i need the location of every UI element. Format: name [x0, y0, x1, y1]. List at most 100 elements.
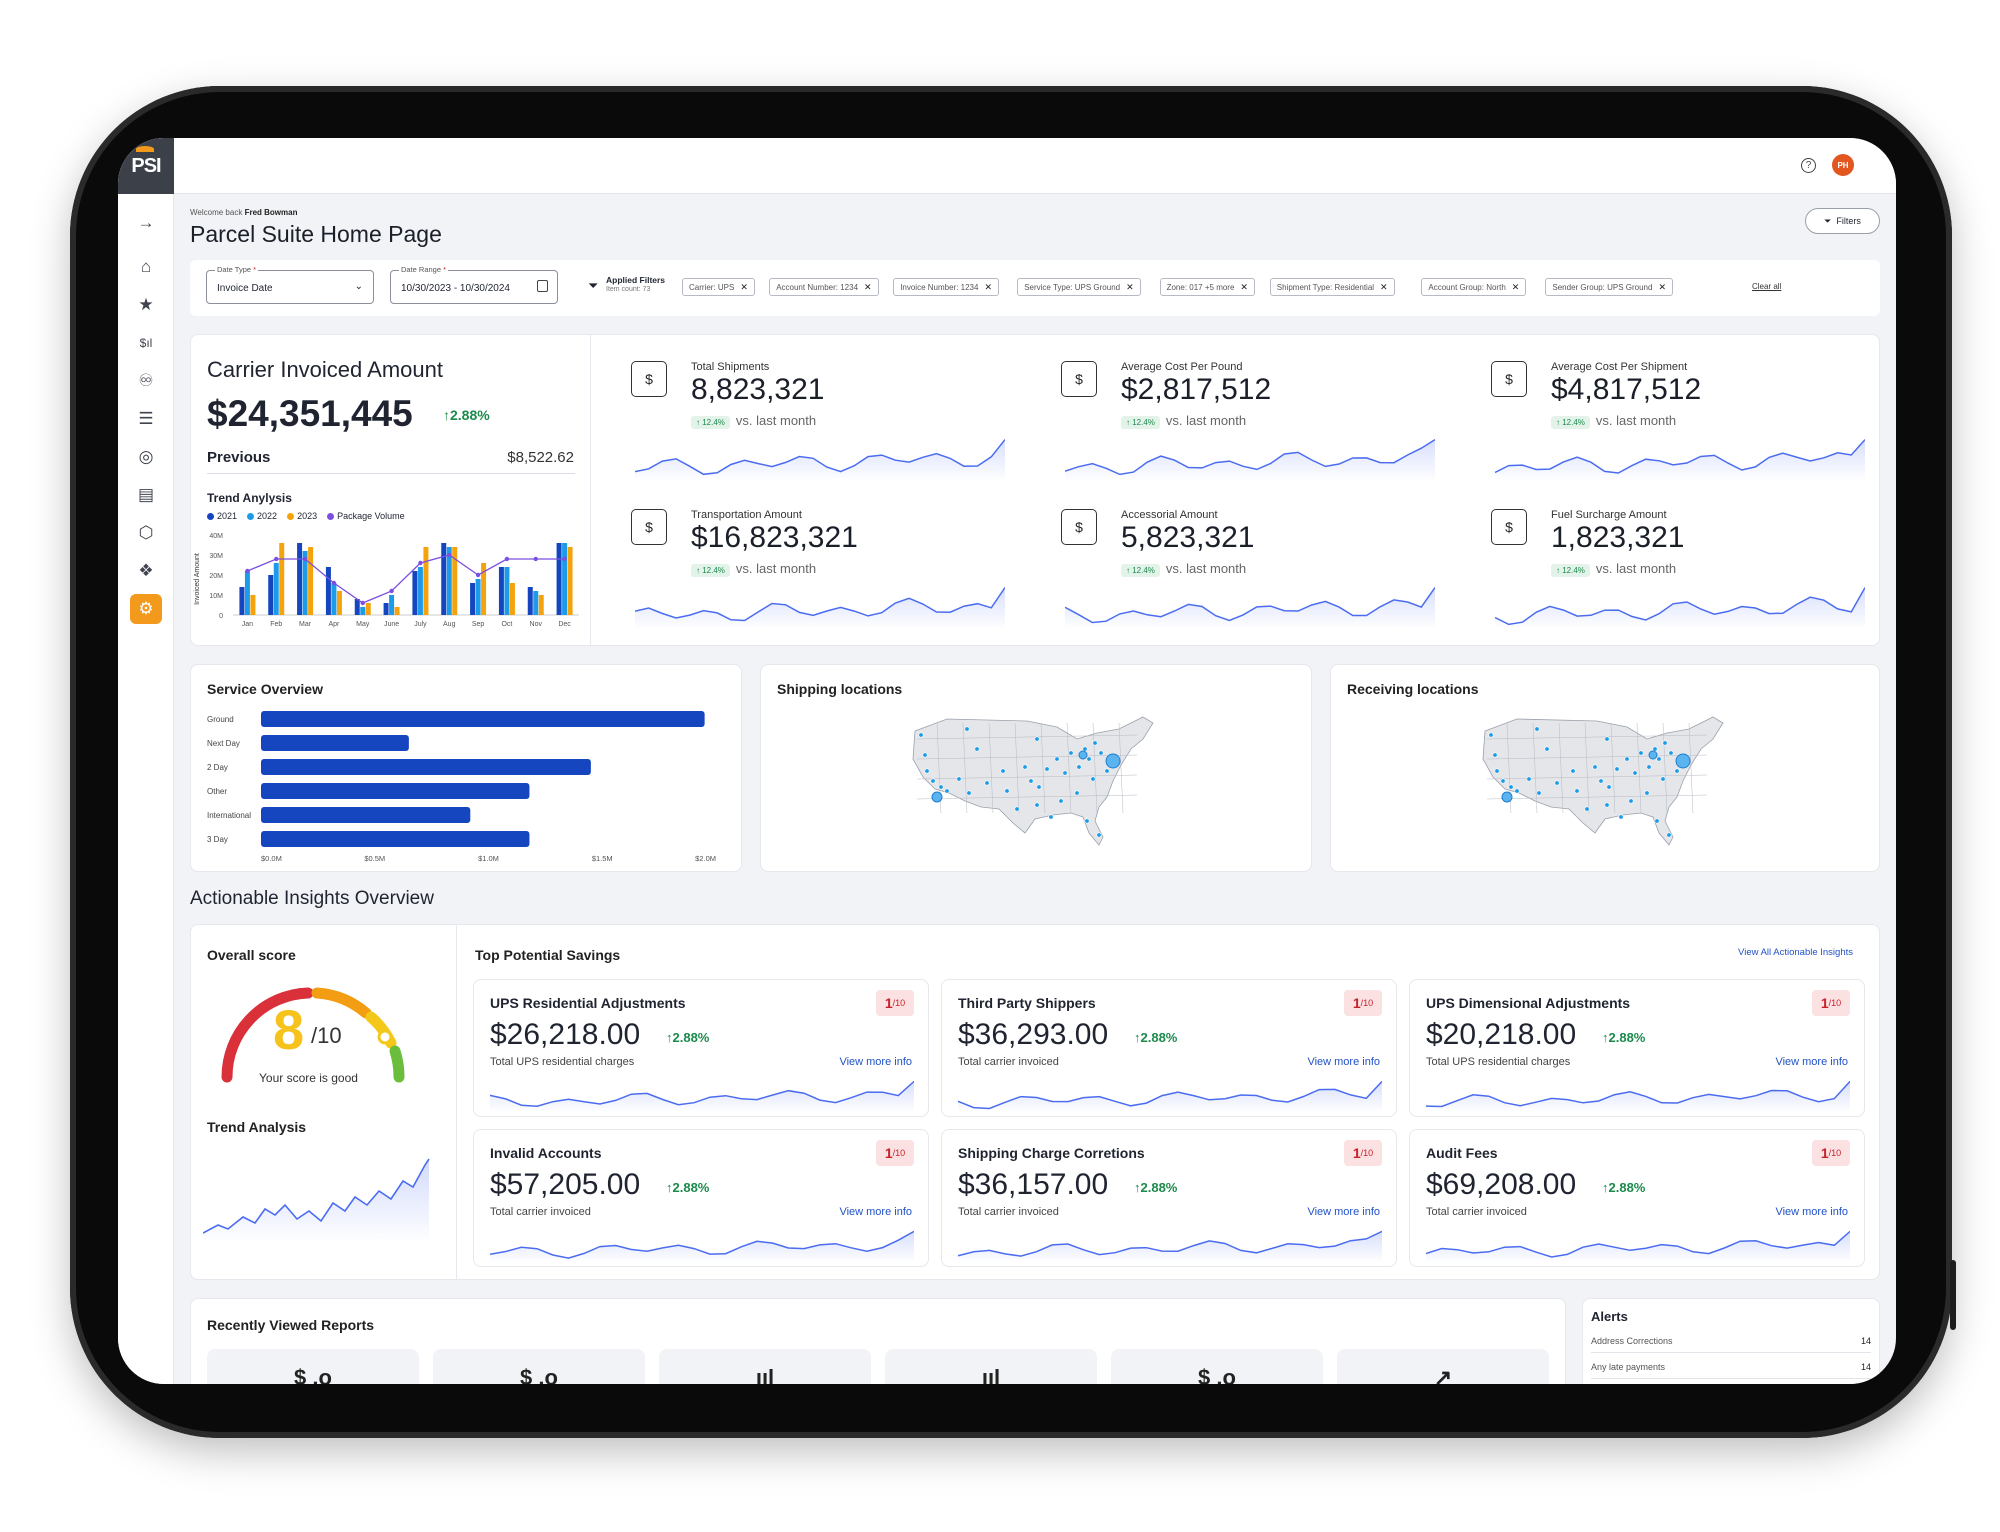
close-icon[interactable]: ✕: [864, 281, 872, 292]
location-dot[interactable]: [1604, 802, 1610, 808]
location-dot[interactable]: [1656, 756, 1662, 762]
location-dot[interactable]: [938, 784, 944, 790]
settings-gear-icon[interactable]: ⚙: [130, 594, 162, 624]
star-icon[interactable]: ★: [138, 295, 154, 314]
location-dot[interactable]: [1086, 756, 1092, 762]
location-dot[interactable]: [974, 746, 980, 752]
location-dot[interactable]: [1598, 778, 1604, 784]
filter-chip[interactable]: Shipment Type: Residential ✕: [1269, 278, 1395, 296]
filter-chip[interactable]: Service Type: UPS Ground ✕: [1017, 278, 1141, 296]
location-dot[interactable]: [1614, 766, 1620, 772]
location-dot[interactable]: [1508, 784, 1514, 790]
location-dot[interactable]: [1090, 776, 1096, 782]
report-tile[interactable]: $ .o: [433, 1349, 645, 1384]
location-dot[interactable]: [1662, 740, 1668, 746]
close-icon[interactable]: ✕: [1126, 281, 1134, 292]
dollar-chart-icon[interactable]: $ıl: [139, 336, 153, 350]
filter-chip[interactable]: Account Number: 1234 ✕: [769, 278, 879, 296]
location-dot[interactable]: [1638, 750, 1644, 756]
location-dot[interactable]: [1624, 756, 1630, 762]
location-dot[interactable]: [1628, 798, 1634, 804]
location-dot[interactable]: [1098, 750, 1104, 756]
location-dot[interactable]: [1104, 768, 1110, 774]
location-dot[interactable]: [1668, 750, 1674, 756]
date-type-select[interactable]: Date Type * Invoice Date ⌄: [206, 265, 374, 304]
date-range-field[interactable]: Date Range * 10/30/2023 - 10/30/2024: [390, 265, 558, 304]
close-icon[interactable]: ✕: [740, 281, 748, 292]
location-dot[interactable]: [1632, 770, 1638, 776]
location-dot[interactable]: [966, 790, 972, 796]
location-dot[interactable]: [956, 776, 962, 782]
hand-coins-icon[interactable]: ♾: [138, 371, 154, 390]
location-dot[interactable]: [964, 726, 970, 732]
location-dot[interactable]: [1554, 780, 1560, 786]
box-dollar-icon[interactable]: ⬡: [138, 523, 154, 542]
location-dot[interactable]: [1570, 768, 1576, 774]
location-dot[interactable]: [1536, 790, 1542, 796]
location-dot[interactable]: [924, 768, 930, 774]
report-tile[interactable]: $ .o: [1111, 1349, 1323, 1384]
location-dot[interactable]: [1666, 832, 1672, 838]
location-dot[interactable]: [1000, 768, 1006, 774]
location-dot[interactable]: [1058, 798, 1064, 804]
location-dot[interactable]: [1584, 806, 1590, 812]
close-icon[interactable]: ✕: [1240, 281, 1248, 292]
home-icon[interactable]: ⌂: [140, 257, 152, 276]
location-dot[interactable]: [1054, 756, 1060, 762]
view-all-insights-link[interactable]: View All Actionable Insights: [1738, 947, 1853, 958]
location-dot[interactable]: [922, 752, 928, 758]
location-dot[interactable]: [1068, 750, 1074, 756]
location-dot[interactable]: [1592, 764, 1598, 770]
location-dot[interactable]: [1660, 776, 1666, 782]
view-more-link[interactable]: View more info: [1775, 1056, 1848, 1068]
filter-chip[interactable]: Carrier: UPS ✕: [682, 278, 755, 296]
location-dot[interactable]: [1034, 736, 1040, 742]
report-tile[interactable]: ııl: [659, 1349, 871, 1384]
location-dot[interactable]: [1674, 768, 1680, 774]
user-avatar[interactable]: PH: [1832, 154, 1854, 176]
clear-all-link[interactable]: Clear all: [1752, 282, 1782, 291]
location-dot[interactable]: [984, 780, 990, 786]
location-dot[interactable]: [918, 732, 924, 738]
boxes-icon[interactable]: ❖: [138, 561, 154, 580]
location-dot[interactable]: [1544, 746, 1550, 752]
report-tile[interactable]: ııl: [885, 1349, 1097, 1384]
filter-chip[interactable]: Zone: 017 +5 more ✕: [1159, 278, 1255, 296]
view-more-link[interactable]: View more info: [1307, 1206, 1380, 1218]
location-dot[interactable]: [1076, 764, 1082, 770]
location-dot[interactable]: [1096, 832, 1102, 838]
location-dot[interactable]: [1062, 770, 1068, 776]
target-icon[interactable]: ◎: [138, 447, 154, 466]
location-dot[interactable]: [1654, 818, 1660, 824]
filter-chip[interactable]: Account Group: North ✕: [1421, 278, 1527, 296]
location-dot[interactable]: [1036, 784, 1042, 790]
location-dot[interactable]: [1644, 790, 1650, 796]
close-icon[interactable]: ✕: [1511, 281, 1520, 292]
location-dot[interactable]: [1092, 740, 1098, 746]
view-more-link[interactable]: View more info: [839, 1206, 912, 1218]
location-dot[interactable]: [1534, 726, 1540, 732]
location-dot[interactable]: [1492, 752, 1498, 758]
location-dot[interactable]: [944, 788, 950, 794]
location-dot[interactable]: [1084, 818, 1090, 824]
report-tile[interactable]: ↗: [1337, 1349, 1549, 1384]
location-dot[interactable]: [930, 778, 936, 784]
location-dot[interactable]: [1004, 788, 1010, 794]
location-dot[interactable]: [1500, 778, 1506, 784]
location-dot[interactable]: [1488, 732, 1494, 738]
close-icon[interactable]: ✕: [1658, 281, 1666, 292]
view-more-link[interactable]: View more info: [1775, 1206, 1848, 1218]
close-icon[interactable]: ✕: [984, 281, 992, 292]
filter-chip[interactable]: Sender Group: UPS Ground ✕: [1545, 278, 1673, 296]
alert-row[interactable]: Any late payments 14: [1591, 1355, 1871, 1379]
location-dot[interactable]: [1514, 788, 1520, 794]
expand-arrow-icon[interactable]: →: [137, 213, 155, 232]
location-dot[interactable]: [1494, 768, 1500, 774]
filters-button[interactable]: ⏷ Filters: [1805, 208, 1880, 234]
location-dot[interactable]: [1646, 764, 1652, 770]
location-dot[interactable]: [1074, 790, 1080, 796]
location-dot[interactable]: [1604, 736, 1610, 742]
location-dot[interactable]: [1606, 784, 1612, 790]
view-more-link[interactable]: View more info: [839, 1056, 912, 1068]
document-icon[interactable]: ▤: [137, 485, 155, 504]
